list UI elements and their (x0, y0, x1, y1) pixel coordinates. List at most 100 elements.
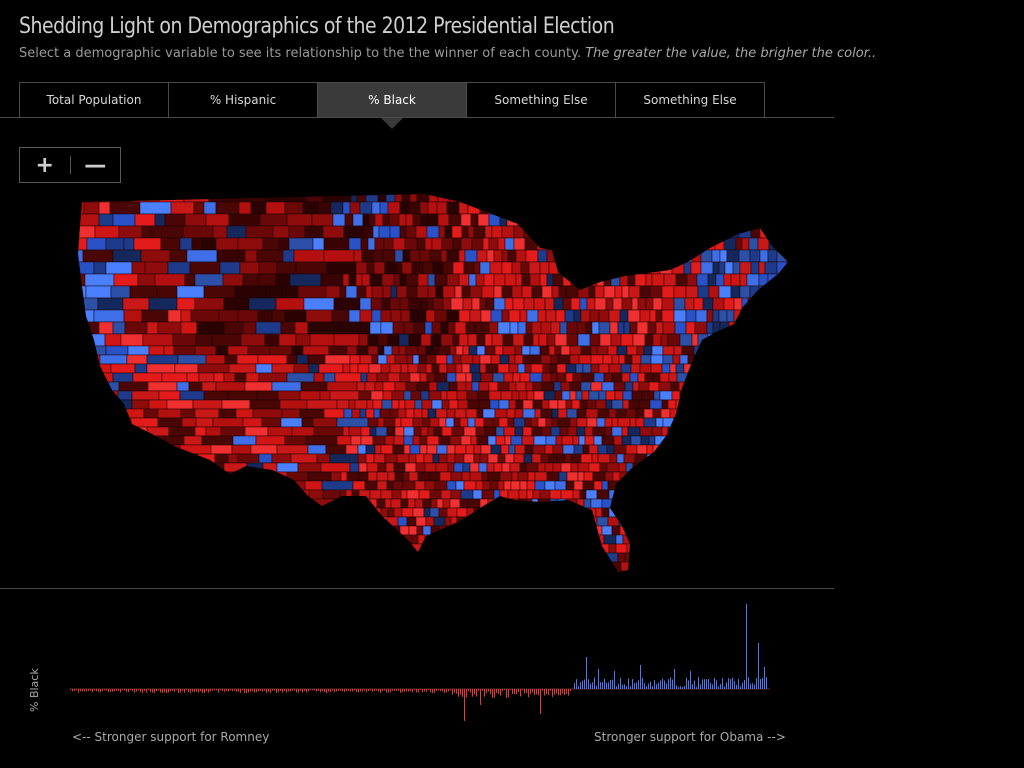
obama-bar (592, 682, 593, 689)
romney-bar (118, 689, 119, 691)
romney-bar (222, 689, 223, 692)
romney-bar (492, 689, 493, 698)
romney-bar (72, 689, 73, 692)
romney-bar (418, 689, 419, 693)
obama-bar (670, 677, 671, 689)
romney-bar (432, 689, 433, 693)
romney-bar (366, 689, 367, 693)
romney-bar (208, 689, 209, 693)
obama-bar (716, 680, 717, 689)
obama-bar (580, 682, 581, 689)
page-subtitle: Select a demographic variable to see its… (19, 46, 876, 61)
obama-bar (616, 686, 617, 689)
obama-bar (590, 683, 591, 689)
obama-bar (738, 678, 739, 689)
zoom-separator (69, 156, 71, 174)
obama-bar (712, 684, 713, 689)
romney-bar (194, 689, 195, 693)
romney-bar (136, 689, 137, 692)
romney-bar (302, 689, 303, 693)
romney-bar (560, 689, 561, 696)
obama-bar (688, 680, 689, 689)
romney-bar (168, 689, 169, 693)
obama-bar (680, 686, 681, 689)
romney-bar (126, 689, 127, 692)
romney-bar (108, 689, 109, 693)
romney-bar (310, 689, 311, 691)
obama-bar (682, 686, 683, 689)
obama-bar (602, 682, 603, 689)
obama-bar (630, 686, 631, 689)
romney-bar (458, 689, 459, 697)
romney-bar (192, 689, 193, 692)
obama-bar (730, 679, 731, 689)
romney-bar (424, 689, 425, 692)
romney-bar (354, 689, 355, 691)
romney-bar (182, 689, 183, 692)
romney-bar (524, 689, 525, 694)
romney-bar (342, 689, 343, 692)
romney-bar (428, 689, 429, 691)
tab-black[interactable]: % Black (317, 82, 466, 129)
tab-hispanic[interactable]: % Hispanic (168, 82, 317, 118)
romney-bar (472, 689, 473, 697)
obama-bar (696, 686, 697, 689)
romney-bar (102, 689, 103, 692)
subtitle-text: Select a demographic variable to see its… (19, 46, 582, 61)
county-map[interactable] (70, 190, 800, 580)
romney-bar (482, 689, 483, 691)
romney-bar (550, 689, 551, 691)
romney-bar (518, 689, 519, 693)
romney-bar (110, 689, 111, 692)
romney-bar (282, 689, 283, 693)
romney-bar (556, 689, 557, 694)
romney-bar (212, 689, 213, 691)
zoom-in-button[interactable]: + (20, 148, 70, 182)
obama-bar (718, 686, 719, 689)
romney-bar (448, 689, 449, 692)
obama-bar (578, 686, 579, 689)
romney-bar (464, 689, 465, 721)
tab-total-population[interactable]: Total Population (19, 82, 168, 118)
romney-bar (480, 689, 481, 705)
romney-bar (526, 689, 527, 693)
tab-something-else-1[interactable]: Something Else (466, 82, 615, 118)
obama-bar (694, 680, 695, 689)
romney-bar (270, 689, 271, 693)
romney-bar (476, 689, 477, 697)
obama-bar (766, 677, 767, 689)
romney-bar (372, 689, 373, 692)
romney-bar (438, 689, 439, 691)
subtitle-hint: The greater the value, the brigher the c… (585, 46, 877, 61)
romney-bar (528, 689, 529, 698)
romney-bar (258, 689, 259, 692)
romney-bar (278, 689, 279, 693)
romney-bar (494, 689, 495, 698)
obama-bar (650, 681, 651, 689)
romney-bar (196, 689, 197, 692)
obama-bar (648, 683, 649, 689)
romney-bar (104, 689, 105, 691)
romney-bar (490, 689, 491, 695)
obama-bar (698, 677, 699, 689)
romney-bar (128, 689, 129, 693)
romney-bar (248, 689, 249, 693)
romney-bar (312, 689, 313, 691)
obama-bar (634, 683, 635, 689)
romney-bar (364, 689, 365, 691)
romney-bar (190, 689, 191, 693)
obama-bar (666, 683, 667, 689)
romney-bar (450, 689, 451, 691)
romney-bar (368, 689, 369, 692)
romney-bar (496, 689, 497, 693)
obama-bar (626, 686, 627, 689)
obama-bar (646, 686, 647, 689)
zoom-out-button[interactable]: — (70, 148, 120, 182)
obama-bar (660, 680, 661, 689)
obama-bar (654, 680, 655, 689)
romney-bar (218, 689, 219, 693)
romney-bar (162, 689, 163, 693)
tab-something-else-2[interactable]: Something Else (615, 82, 765, 118)
obama-bar (722, 678, 723, 689)
romney-bar (120, 689, 121, 693)
